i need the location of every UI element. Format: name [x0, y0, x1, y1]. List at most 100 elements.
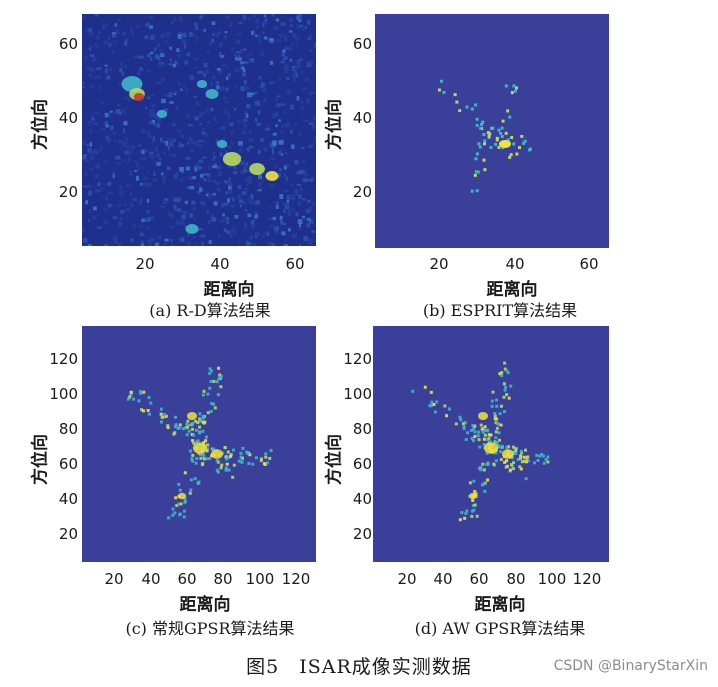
- noise-speck: [82, 15, 86, 19]
- panel-c-xtick: 100: [245, 570, 275, 588]
- gpsr-point: [172, 432, 176, 436]
- noise-speck: [207, 178, 211, 183]
- noise-speck: [299, 186, 303, 192]
- noise-speck: [105, 196, 108, 201]
- noise-speck: [154, 104, 157, 108]
- noise-speck: [275, 18, 280, 22]
- noise-speck: [314, 43, 316, 48]
- noise-speck: [88, 28, 93, 33]
- noise-speck: [165, 140, 169, 146]
- noise-speck: [180, 88, 183, 91]
- gpsr-point: [503, 410, 507, 414]
- noise-speck: [218, 52, 222, 57]
- esprit-point: [499, 131, 503, 135]
- noise-speck: [141, 156, 147, 161]
- gpsr-point: [476, 434, 480, 438]
- gpsr-point: [494, 459, 498, 463]
- noise-speck: [118, 191, 124, 196]
- noise-speck: [110, 125, 114, 131]
- noise-speck: [132, 223, 136, 229]
- noise-speck: [242, 48, 247, 51]
- noise-speck: [280, 103, 286, 106]
- gpsr-point: [171, 507, 175, 511]
- noise-speck: [171, 20, 175, 25]
- noise-speck: [109, 110, 113, 113]
- noise-speck: [222, 213, 225, 217]
- gpsr-point: [471, 503, 475, 507]
- panel-b-ytick: 20: [352, 183, 372, 201]
- gpsr-point: [128, 395, 132, 399]
- gpsr-point: [265, 461, 269, 465]
- noise-speck: [282, 222, 286, 226]
- esprit-point: [515, 86, 519, 90]
- noise-speck: [216, 85, 220, 90]
- noise-speck: [295, 192, 298, 196]
- noise-speck: [272, 132, 277, 136]
- noise-speck: [306, 223, 311, 228]
- noise-speck: [271, 243, 275, 246]
- gpsr-point: [504, 465, 508, 469]
- esprit-point: [439, 79, 443, 83]
- panel-c-ytick: 100: [49, 385, 78, 403]
- gpsr-point: [493, 414, 497, 418]
- noise-speck: [229, 234, 233, 238]
- esprit-point: [483, 139, 487, 143]
- gpsr-point: [264, 452, 268, 456]
- gpsr-point: [503, 367, 507, 371]
- noise-speck: [313, 115, 316, 121]
- noise-speck: [169, 62, 173, 66]
- gpsr-point: [477, 438, 481, 442]
- noise-speck: [295, 73, 299, 78]
- gpsr-point: [201, 416, 205, 420]
- noise-speck: [278, 150, 281, 154]
- noise-speck: [289, 24, 293, 27]
- noise-speck: [102, 27, 106, 31]
- noise-speck: [216, 165, 220, 170]
- noise-speck: [150, 120, 153, 124]
- noise-speck: [216, 187, 221, 192]
- noise-speck: [172, 64, 176, 68]
- gpsr-point: [217, 377, 221, 381]
- noise-speck: [221, 244, 227, 246]
- panel-c-xtick: 120: [281, 570, 311, 588]
- noise-speck: [271, 146, 274, 152]
- noise-speck: [284, 202, 289, 207]
- noise-speck: [287, 46, 293, 51]
- noise-speck: [121, 32, 126, 36]
- gpsr-point: [524, 459, 528, 463]
- noise-speck: [225, 191, 228, 195]
- noise-speck: [123, 203, 127, 206]
- noise-speck: [212, 165, 217, 169]
- panel-a-caption: (a) R-D算法结果: [149, 301, 271, 320]
- gpsr-point: [462, 425, 466, 429]
- noise-speck: [266, 125, 270, 131]
- noise-speck: [166, 166, 171, 171]
- gpsr-point: [178, 513, 182, 517]
- noise-speck: [225, 66, 229, 69]
- esprit-point: [474, 170, 478, 174]
- gpsr-hotspot: [478, 412, 488, 420]
- noise-speck: [257, 110, 261, 115]
- gpsr-point: [524, 448, 528, 452]
- noise-speck: [285, 122, 290, 128]
- noise-speck: [230, 130, 234, 135]
- noise-speck: [298, 223, 302, 228]
- gpsr-point: [190, 457, 194, 461]
- gpsr-point: [260, 457, 264, 461]
- noise-speck: [244, 61, 249, 64]
- noise-speck: [240, 160, 245, 166]
- gpsr-point: [497, 431, 501, 435]
- noise-speck: [225, 145, 228, 148]
- gpsr-point: [493, 417, 497, 421]
- esprit-point: [476, 170, 480, 174]
- noise-speck: [152, 123, 157, 127]
- gpsr-point: [473, 489, 477, 493]
- gpsr-point: [192, 433, 196, 437]
- noise-speck: [115, 156, 121, 160]
- gpsr-point: [187, 429, 191, 433]
- noise-speck: [225, 15, 230, 20]
- noise-speck: [107, 203, 112, 207]
- panel-d-xtick: 60: [469, 570, 489, 588]
- noise-speck: [221, 126, 226, 130]
- noise-speck: [151, 34, 155, 38]
